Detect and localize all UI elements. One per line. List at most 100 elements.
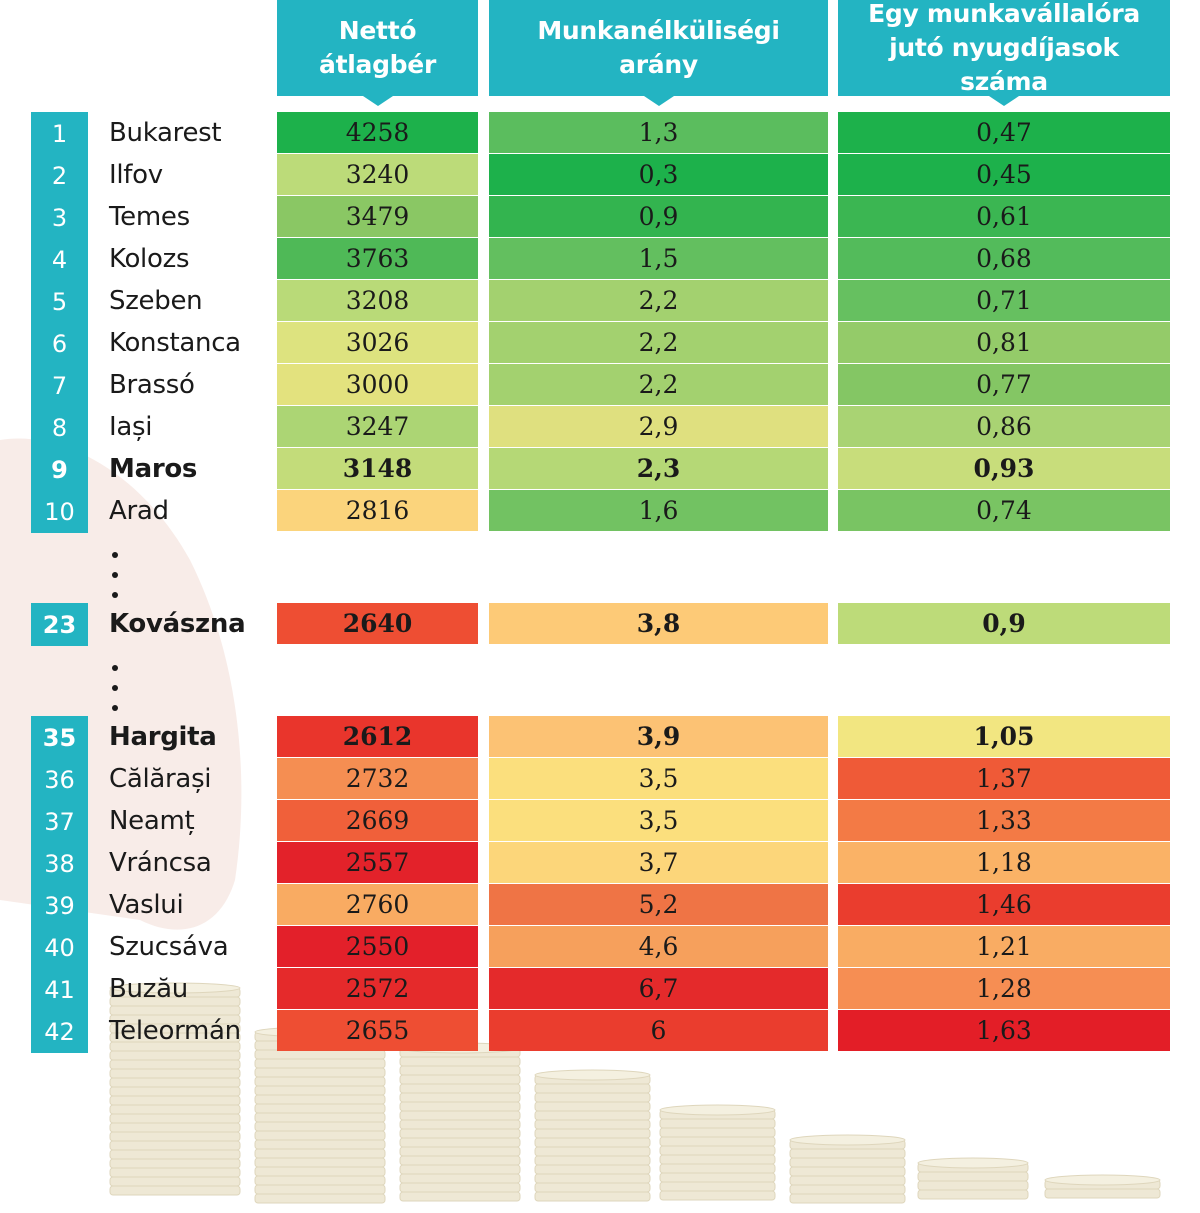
coin-stack xyxy=(399,1042,521,1202)
rank-badge: 6 xyxy=(31,322,88,365)
net-salary-cell: 4258 xyxy=(277,112,478,153)
unemployment-rate-cell: 3,5 xyxy=(489,758,828,799)
rank-badge: 2 xyxy=(31,154,88,197)
rank-badge: 37 xyxy=(31,800,88,843)
county-name: Kovászna xyxy=(109,609,246,639)
pensioners-ratio-cell: 1,46 xyxy=(838,884,1170,925)
rank-badge: 3 xyxy=(31,196,88,239)
pensioners-ratio-cell: 0,93 xyxy=(838,448,1170,489)
net-salary-cell: 2816 xyxy=(277,490,478,531)
net-salary-cell: 2669 xyxy=(277,800,478,841)
pensioners-ratio-cell: 1,28 xyxy=(838,968,1170,1009)
rank-badge: 7 xyxy=(31,364,88,407)
net-salary-cell: 2612 xyxy=(277,716,478,757)
unemployment-rate-cell: 1,3 xyxy=(489,112,828,153)
column-header-unemployment-rate: Munkanélküliségi arány xyxy=(489,0,828,106)
ellipsis-separator xyxy=(110,552,120,598)
county-name: Maros xyxy=(109,454,198,484)
pensioners-ratio-cell: 0,77 xyxy=(838,364,1170,405)
county-name: Szucsáva xyxy=(109,932,229,962)
net-salary-cell: 3240 xyxy=(277,154,478,195)
unemployment-rate-cell: 4,6 xyxy=(489,926,828,967)
dot xyxy=(112,552,118,558)
pensioners-ratio-cell: 0,71 xyxy=(838,280,1170,321)
rank-badge: 38 xyxy=(31,842,88,885)
county-name: Konstanca xyxy=(109,328,241,358)
header-pointer xyxy=(989,96,1019,106)
pensioners-ratio-cell: 1,05 xyxy=(838,716,1170,757)
net-salary-cell: 3247 xyxy=(277,406,478,447)
net-salary-cell: 2655 xyxy=(277,1010,478,1051)
county-name: Vráncsa xyxy=(109,848,212,878)
coin-stack xyxy=(109,982,241,1196)
coin-stack xyxy=(917,1157,1029,1200)
county-name: Neamț xyxy=(109,806,195,836)
pensioners-ratio-cell: 1,18 xyxy=(838,842,1170,883)
county-name: Arad xyxy=(109,496,169,526)
rank-badge: 35 xyxy=(31,716,88,759)
county-name: Iași xyxy=(109,412,153,442)
net-salary-cell: 3763 xyxy=(277,238,478,279)
net-salary-cell: 3000 xyxy=(277,364,478,405)
county-name: Hargita xyxy=(109,722,217,752)
unemployment-rate-cell: 2,3 xyxy=(489,448,828,489)
unemployment-rate-cell: 2,2 xyxy=(489,364,828,405)
unemployment-rate-cell: 0,3 xyxy=(489,154,828,195)
unemployment-rate-cell: 3,9 xyxy=(489,716,828,757)
pensioners-ratio-cell: 1,33 xyxy=(838,800,1170,841)
county-name: Brassó xyxy=(109,370,195,400)
unemployment-rate-cell: 3,7 xyxy=(489,842,828,883)
unemployment-rate-cell: 0,9 xyxy=(489,196,828,237)
column-header-label: Munkanélküliségi arány xyxy=(537,16,780,79)
net-salary-cell: 3148 xyxy=(277,448,478,489)
county-name: Vaslui xyxy=(109,890,184,920)
county-name: Călărași xyxy=(109,764,212,794)
net-salary-cell: 2640 xyxy=(277,603,478,644)
pensioners-ratio-cell: 1,37 xyxy=(838,758,1170,799)
county-name: Temes xyxy=(109,202,190,232)
county-name: Kolozs xyxy=(109,244,190,274)
rank-badge: 8 xyxy=(31,406,88,449)
rank-badge: 40 xyxy=(31,926,88,969)
unemployment-rate-cell: 6 xyxy=(489,1010,828,1051)
net-salary-cell: 2572 xyxy=(277,968,478,1009)
pensioners-ratio-cell: 0,9 xyxy=(838,603,1170,644)
county-name: Ilfov xyxy=(109,160,163,190)
pensioners-ratio-cell: 0,47 xyxy=(838,112,1170,153)
header-pointer xyxy=(643,96,674,106)
dot xyxy=(112,665,118,671)
coin-stack xyxy=(789,1134,906,1204)
pensioners-ratio-cell: 0,68 xyxy=(838,238,1170,279)
net-salary-cell: 2550 xyxy=(277,926,478,967)
rank-badge: 10 xyxy=(31,490,88,533)
unemployment-rate-cell: 6,7 xyxy=(489,968,828,1009)
rank-badge: 1 xyxy=(31,112,88,155)
net-salary-cell: 2760 xyxy=(277,884,478,925)
county-name: Teleormán xyxy=(109,1016,241,1046)
coin-stack xyxy=(659,1104,776,1201)
unemployment-rate-cell: 3,5 xyxy=(489,800,828,841)
pensioners-ratio-cell: 0,81 xyxy=(838,322,1170,363)
header-pointer xyxy=(362,96,393,106)
dot xyxy=(112,685,118,691)
dot xyxy=(112,572,118,578)
column-header-pensioners-per-employee: Egy munkavállalóra jutó nyugdíjasok szám… xyxy=(838,0,1170,106)
column-header-label: Egy munkavállalóra jutó nyugdíjasok szám… xyxy=(868,0,1140,96)
unemployment-rate-cell: 2,9 xyxy=(489,406,828,447)
pensioners-ratio-cell: 0,45 xyxy=(838,154,1170,195)
net-salary-cell: 2732 xyxy=(277,758,478,799)
rank-badge: 41 xyxy=(31,968,88,1011)
rank-badge: 9 xyxy=(31,448,88,491)
rank-badge: 5 xyxy=(31,280,88,323)
pensioners-ratio-cell: 1,21 xyxy=(838,926,1170,967)
ellipsis-separator xyxy=(110,665,120,711)
pensioners-ratio-cell: 0,61 xyxy=(838,196,1170,237)
county-name: Buzău xyxy=(109,974,188,1004)
column-header-net-salary: Nettó átlagbér xyxy=(277,0,478,106)
unemployment-rate-cell: 2,2 xyxy=(489,280,828,321)
unemployment-rate-cell: 2,2 xyxy=(489,322,828,363)
county-name: Szeben xyxy=(109,286,203,316)
unemployment-rate-cell: 5,2 xyxy=(489,884,828,925)
unemployment-rate-cell: 1,5 xyxy=(489,238,828,279)
